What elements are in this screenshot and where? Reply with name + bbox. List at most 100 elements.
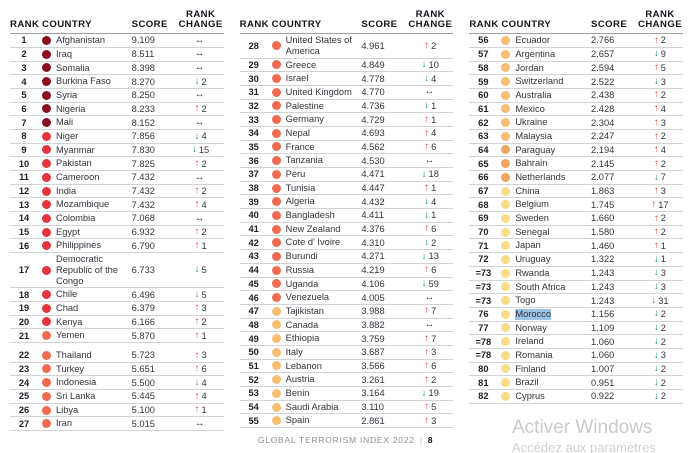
country-name: Australia [515, 89, 552, 100]
rank-change-value: 3 [431, 415, 437, 426]
country-name: Sri Lanka [56, 391, 96, 401]
table-row: 40 Bangladesh 4.411 ↓ 1 [239, 209, 454, 223]
country-name: Jordan [515, 62, 544, 73]
score-cell: 4.562 [361, 141, 385, 152]
country-cell: Afghanistan [42, 35, 128, 46]
country-cell: Chile [42, 289, 128, 300]
rank-change-value: 2 [431, 237, 437, 248]
rank-cell: 55 [248, 415, 259, 426]
rank-change-cell: ↑ 3 [637, 186, 683, 196]
score-cell: 0.922 [591, 391, 615, 402]
rank-up-icon: ↑ [424, 113, 430, 125]
score-cell: 2.304 [591, 117, 615, 128]
rank-cell: 27 [18, 418, 30, 429]
country-dot-icon [271, 347, 281, 357]
country-cell: Saudi Arabia [271, 402, 358, 413]
rank-down-icon: ↓ [424, 209, 430, 221]
country-name: Argentina [515, 48, 556, 59]
rank-cell: 23 [18, 363, 30, 374]
rank-cell: 43 [248, 251, 259, 262]
rank-change-cell: ↑ 4 [637, 104, 683, 114]
country-name: Niger [56, 130, 79, 141]
rank-cell: 53 [248, 388, 259, 399]
table-row: 18 Chile 6.496 ↓ 5 [10, 288, 224, 302]
country-cell: Ethiopia [271, 333, 358, 344]
country-name: Belgium [515, 199, 549, 210]
rank-up-icon: ↑ [194, 226, 200, 238]
rank-cell: 5 [21, 90, 27, 101]
country-name: Burundi [285, 251, 318, 262]
country-name: Benin [285, 388, 310, 398]
watermark-line2: Accédez aux paramètres [512, 439, 656, 453]
table-row: 42 Cote d' Ivoire 4.310 ↓ 2 [239, 236, 454, 251]
table-body: 28 United States of America 4.961 ↑ 2 29… [239, 34, 454, 429]
table-body: 1 Afghanistan 9.109 ↔ 2 Iraq 8.511 ↔ 3 S… [10, 34, 224, 432]
country-name: Togo [515, 295, 536, 306]
rank-down-icon: ↓ [421, 387, 427, 399]
country-dot-icon [42, 241, 51, 251]
score-cell: 3.164 [361, 388, 385, 399]
country-cell: Ukraine [501, 117, 587, 128]
rank-change-cell: ↓ 4 [407, 74, 453, 84]
rank-change-value: 2 [660, 309, 666, 320]
footer-divider: | [419, 435, 423, 445]
rank-change-value: 2 [201, 103, 207, 114]
table-row: 19 Chad 6.379 ↑ 3 [10, 302, 224, 316]
table-column-1: RANK COUNTRY SCORE RANK CHANGE 1 Afghani… [10, 6, 224, 432]
country-cell: Venezuela [271, 292, 358, 303]
country-dot-icon [271, 197, 281, 207]
rank-up-icon: ↑ [654, 226, 659, 238]
rank-change-value: 2 [201, 186, 207, 197]
rank-change-value: 4 [660, 103, 666, 114]
rank-down-icon: ↓ [654, 349, 659, 361]
rank-change-cell: ↔ [178, 49, 224, 59]
rank-no-change-icon: ↔ [424, 319, 435, 331]
rank-change-value: 1 [201, 405, 207, 416]
country-dot-icon [42, 265, 51, 275]
score-header: SCORE [361, 19, 398, 31]
table-row: 10 Pakistan 7.825 ↑ 2 [10, 157, 224, 171]
country-name: United Kingdom [285, 86, 352, 97]
score-cell: 2.522 [591, 76, 615, 87]
score-cell: 6.379 [131, 303, 155, 314]
score-cell: 4.770 [361, 87, 385, 98]
table-row: 8 Niger 7.856 ↓ 4 [10, 130, 224, 144]
country-dot-icon [271, 306, 281, 316]
score-cell: 6.733 [131, 265, 155, 276]
rank-down-icon: ↓ [654, 281, 659, 293]
table-body: 56 Ecuador 2.766 ↑ 2 57 Argentina 2.657 … [469, 34, 684, 404]
rank-change-cell: ↑ 3 [178, 303, 224, 313]
rank-cell: 44 [248, 265, 259, 276]
score-cell: 7.856 [131, 131, 155, 142]
rank-cell: 34 [248, 128, 259, 139]
rank-header: RANK [469, 19, 499, 31]
rank-header: RANK [10, 19, 40, 31]
country-cell: Tajikistan [271, 306, 358, 317]
country-dot-icon [42, 391, 51, 401]
country-dot-icon [501, 323, 511, 333]
rank-cell: 48 [248, 319, 259, 330]
rank-no-change-icon: ↔ [194, 48, 205, 60]
country-cell: United Kingdom [271, 86, 358, 98]
rank-up-icon: ↑ [654, 130, 659, 142]
score-cell: 7.432 [131, 172, 155, 183]
country-name: Burkina Faso [56, 76, 111, 87]
rank-up-icon: ↑ [424, 346, 430, 358]
rank-change-value: 7 [431, 333, 437, 344]
country-cell: Greece [271, 60, 358, 71]
country-dot-icon [501, 309, 511, 319]
table-row: 11 Cameroon 7.432 ↔ [10, 171, 224, 185]
rank-up-icon: ↑ [654, 116, 659, 128]
rank-no-change-icon: ↔ [194, 89, 205, 101]
table-row: 81 Brazil 0.951 ↓ 2 [469, 376, 684, 390]
country-header: COUNTRY [271, 19, 322, 31]
rank-cell: 70 [478, 227, 489, 238]
country-cell: Paraguay [501, 145, 587, 156]
rank-change-cell: ↓ 3 [637, 268, 683, 278]
table-header: RANK COUNTRY SCORE RANK CHANGE [10, 6, 224, 35]
country-name: Nepal [285, 127, 310, 138]
country-name: Somalia [56, 62, 90, 73]
rank-down-icon: ↓ [654, 363, 659, 375]
country-dot-icon [271, 101, 281, 111]
table-row: 62 Ukraine 2.304 ↑ 3 [469, 116, 684, 130]
